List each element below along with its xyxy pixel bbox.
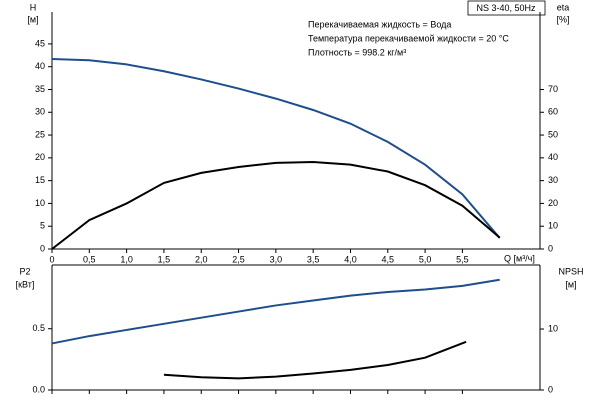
title-box	[467, 0, 546, 16]
y-tick-label: 0.5	[32, 323, 45, 333]
y-tick-label: 30	[35, 107, 45, 117]
x-tick-label: 1,0	[120, 254, 133, 264]
x-tick-label: 4,5	[382, 254, 395, 264]
y2-tick-label: 10	[548, 221, 558, 231]
y2-tick-label: 30	[548, 175, 558, 185]
y-tick-label: 35	[35, 84, 45, 94]
x-tick-label: 2,0	[195, 254, 208, 264]
annotation: Температура перекачиваемой жидкости = 20…	[308, 33, 509, 43]
y2-tick-label: 0	[548, 384, 553, 394]
x-tick-label: 3,0	[270, 254, 283, 264]
y-axis-unit: [кВт]	[16, 279, 35, 289]
x-tick-label: 0,5	[83, 254, 96, 264]
y2-axis-unit: [%]	[556, 14, 569, 24]
y-axis-label: P2	[19, 266, 30, 276]
y-tick-label: 10	[35, 198, 45, 208]
y-tick-label: 45	[35, 38, 45, 48]
x-tick-label: 3,5	[307, 254, 320, 264]
y-axis-label: H	[30, 2, 37, 12]
y-tick-label: 5	[40, 221, 45, 231]
annotation: Перекачиваемая жидкость = Вода	[308, 19, 451, 29]
y-tick-label: 15	[35, 175, 45, 185]
y-tick-label: 0	[40, 243, 45, 253]
curve	[51, 160, 501, 250]
y2-tick-label: 50	[548, 129, 558, 139]
x-tick-label: 2,5	[232, 254, 245, 264]
y2-axis-label: eta	[557, 2, 570, 12]
annotation: Плотность = 998.2 кг/м³	[308, 47, 406, 57]
y-tick-label: 20	[35, 152, 45, 162]
y-tick-label: 25	[35, 129, 45, 139]
curve	[51, 278, 500, 345]
y2-axis-unit: [м]	[565, 279, 576, 289]
y2-tick-label: 60	[548, 107, 558, 117]
y2-axis-label: NPSH	[558, 266, 583, 276]
x-axis-label: Q [м³/ч]	[504, 253, 535, 263]
y-tick-label: 40	[35, 61, 45, 71]
x-tick-label: 5,5	[456, 254, 469, 264]
y2-tick-label: 70	[548, 84, 558, 94]
y-axis-unit: [м]	[27, 14, 38, 24]
y2-tick-label: 0	[548, 243, 553, 253]
y2-tick-label: 40	[548, 152, 558, 162]
chart-title: NS 3-40, 50Hz	[476, 3, 536, 13]
y2-tick-label: 10	[548, 323, 558, 333]
curve	[163, 340, 467, 380]
x-tick-label: 0	[49, 254, 54, 264]
x-tick-label: 1,5	[158, 254, 171, 264]
x-tick-label: 4,0	[344, 254, 357, 264]
x-tick-label: 5,0	[419, 254, 432, 264]
y2-tick-label: 20	[548, 198, 558, 208]
y-tick-label: 0.0	[32, 384, 45, 394]
curve	[51, 57, 501, 239]
